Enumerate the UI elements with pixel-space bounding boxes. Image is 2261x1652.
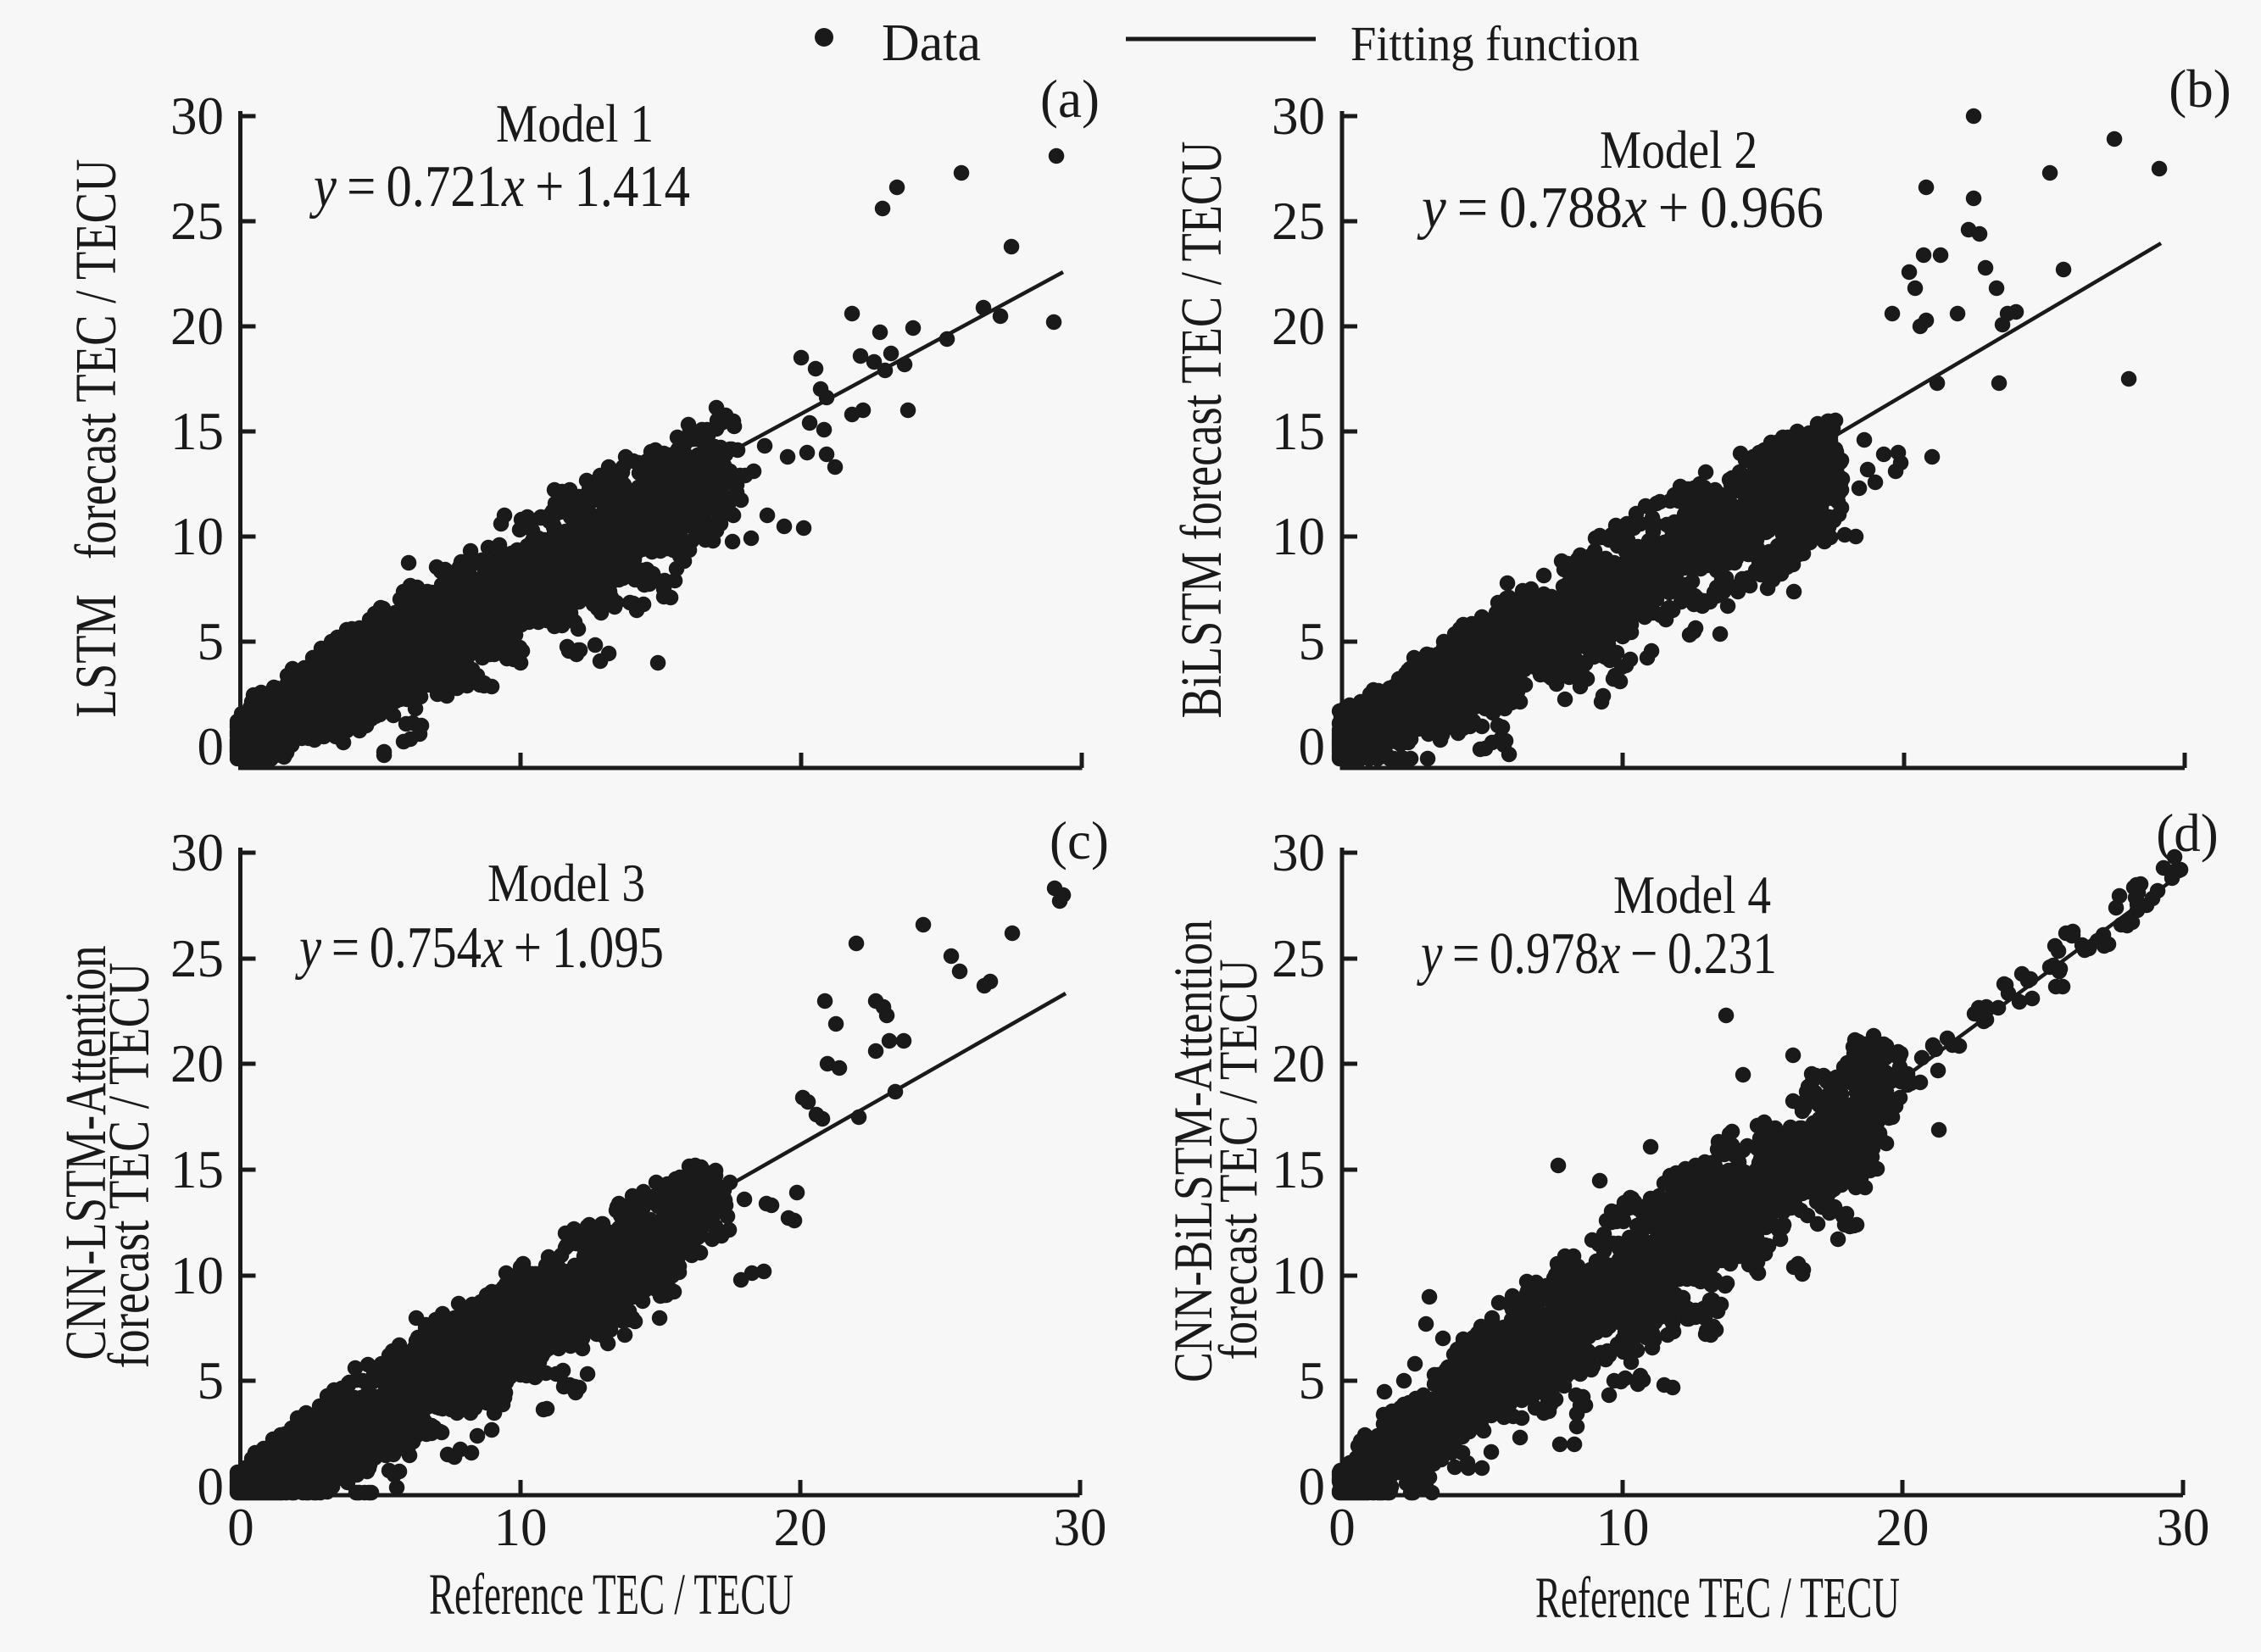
svg-text:y = 0.721x + 1.414: y = 0.721x + 1.414: [309, 154, 690, 220]
svg-text:0: 0: [1299, 1457, 1326, 1516]
svg-text:0: 0: [1328, 1498, 1356, 1557]
svg-text:y = 0.788x + 0.966: y = 0.788x + 0.966: [1417, 175, 1824, 241]
svg-text:15: 15: [170, 1140, 224, 1199]
svg-text:5: 5: [198, 1351, 225, 1410]
svg-text:(c): (c): [1050, 811, 1109, 870]
svg-text:forecast TEC / TECU: forecast TEC / TECU: [1208, 959, 1269, 1360]
svg-text:10: 10: [1596, 1498, 1650, 1557]
svg-text:0: 0: [1299, 717, 1326, 776]
svg-text:30: 30: [1272, 823, 1325, 882]
svg-text:forecast TEC / TECU: forecast TEC / TECU: [97, 963, 161, 1369]
svg-text:0: 0: [227, 1498, 254, 1557]
svg-text:30: 30: [170, 86, 224, 146]
svg-text:15: 15: [1272, 1140, 1325, 1199]
svg-text:30: 30: [170, 823, 224, 882]
svg-text:15: 15: [170, 402, 224, 461]
svg-text:BiLSTM forecast TEC / TECU: BiLSTM forecast TEC / TECU: [1169, 142, 1234, 719]
svg-text:25: 25: [170, 192, 224, 251]
svg-text:5: 5: [198, 612, 225, 671]
svg-text:5: 5: [1299, 1351, 1326, 1410]
svg-text:25: 25: [1272, 192, 1325, 251]
svg-text:LSTM forecast TEC / TECU: LSTM forecast TEC / TECU: [64, 159, 128, 718]
svg-text:20: 20: [774, 1498, 827, 1557]
svg-text:0: 0: [198, 1457, 225, 1516]
svg-text:(a): (a): [1040, 70, 1100, 129]
svg-text:30: 30: [1054, 1498, 1107, 1557]
svg-text:20: 20: [1876, 1498, 1930, 1557]
svg-text:10: 10: [1272, 507, 1325, 566]
svg-text:Model 2: Model 2: [1600, 120, 1757, 180]
svg-text:20: 20: [1272, 1034, 1325, 1093]
svg-text:Model 3: Model 3: [487, 854, 645, 913]
svg-text:15: 15: [1272, 402, 1325, 461]
svg-text:25: 25: [170, 929, 224, 988]
svg-text:y = 0.754x + 1.095: y = 0.754x + 1.095: [295, 915, 664, 981]
svg-text:CNN-LSTM-Attention: CNN-LSTM-Attention: [53, 946, 118, 1360]
svg-text:25: 25: [1272, 929, 1325, 988]
svg-text:20: 20: [170, 297, 224, 356]
svg-text:30: 30: [2157, 1498, 2210, 1557]
svg-text:20: 20: [1272, 297, 1325, 356]
svg-text:Data: Data: [882, 14, 981, 72]
svg-text:Fitting function: Fitting function: [1350, 16, 1640, 71]
svg-text:CNN-BiLSTM-Attention: CNN-BiLSTM-Attention: [1163, 920, 1224, 1382]
svg-text:(d): (d): [2156, 804, 2218, 863]
svg-text:Reference TEC / TECU: Reference TEC / TECU: [429, 1562, 794, 1627]
svg-text:20: 20: [170, 1034, 224, 1093]
svg-text:30: 30: [1272, 86, 1325, 146]
svg-text:y = 0.978x − 0.231: y = 0.978x − 0.231: [1417, 921, 1777, 987]
svg-text:Reference TEC / TECU: Reference TEC / TECU: [1535, 1566, 1900, 1630]
svg-text:10: 10: [170, 1246, 224, 1305]
svg-text:0: 0: [198, 717, 225, 776]
svg-text:Model 4: Model 4: [1613, 865, 1771, 925]
svg-text:5: 5: [1299, 612, 1326, 671]
svg-text:(b): (b): [2169, 59, 2230, 119]
svg-text:10: 10: [494, 1498, 548, 1557]
svg-text:10: 10: [1272, 1246, 1325, 1305]
svg-text:10: 10: [170, 507, 224, 566]
svg-text:Model 1: Model 1: [496, 94, 654, 153]
